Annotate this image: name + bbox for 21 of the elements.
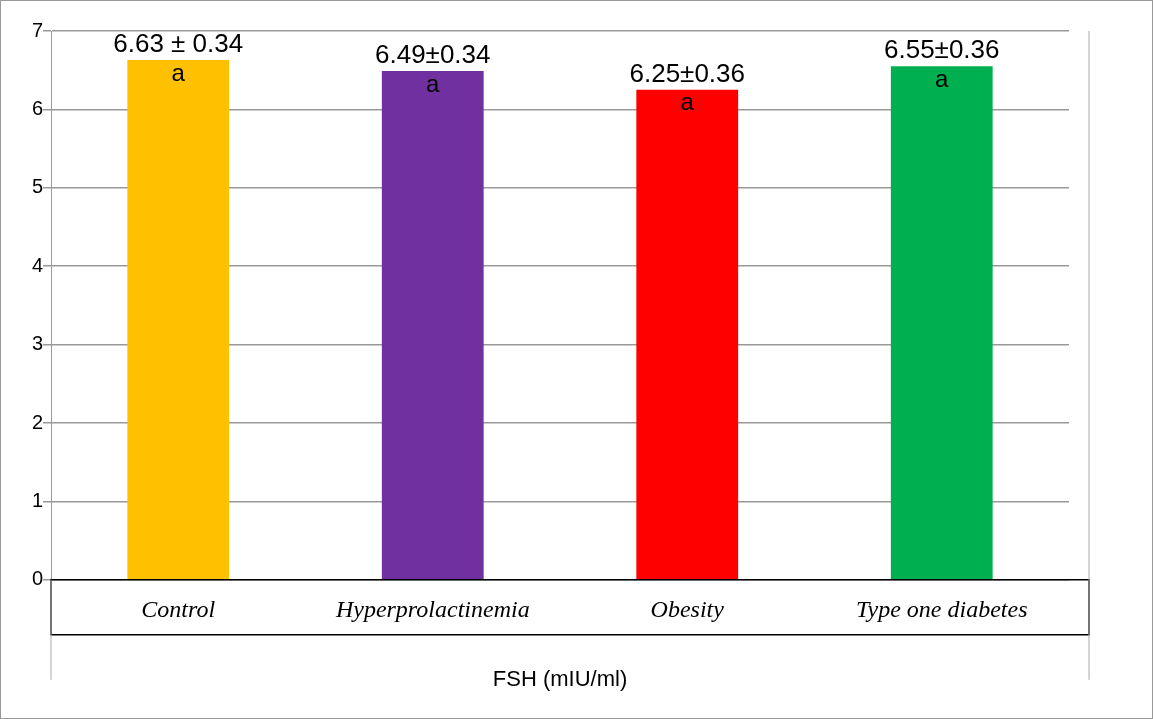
data-label: 6.49±0.34 [375, 39, 491, 70]
y-tick-label: 3 [31, 332, 43, 355]
y-tick-label: 0 [31, 567, 43, 590]
annotation: a [171, 58, 186, 86]
x-axis-title: FSH (mIU/ml) [492, 665, 628, 691]
y-tick-label: 7 [31, 18, 43, 41]
x-tick-label: Type one diabetes [855, 595, 1028, 622]
y-tick-label: 1 [31, 488, 43, 511]
x-tick-label: Hyperprolactinemia [334, 595, 530, 622]
annotation: a [426, 69, 441, 97]
annotation: a [680, 88, 695, 116]
x-tick-label: Obesity [650, 595, 725, 622]
annotation: a [935, 64, 950, 92]
y-tick-label: 6 [31, 96, 43, 119]
data-label: 6.63 ± 0.34 [113, 28, 244, 59]
data-label: 6.25±0.36 [629, 57, 745, 88]
y-tick-label: 5 [31, 175, 43, 198]
y-tick-label: 4 [31, 253, 43, 276]
x-tick-label: Control [141, 595, 216, 622]
data-label: 6.55±0.36 [884, 34, 1000, 65]
y-tick-label: 2 [31, 410, 43, 433]
